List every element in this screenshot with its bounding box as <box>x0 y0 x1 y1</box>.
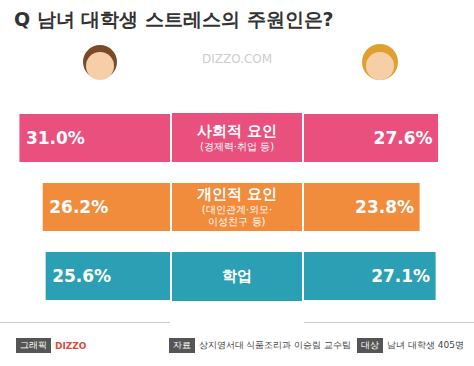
svg-text:27.6%: 27.6% <box>374 128 433 148</box>
svg-text:26.2%: 26.2% <box>49 197 108 217</box>
svg-text:23.8%: 23.8% <box>355 197 414 217</box>
html-text:자료: 자료 <box>172 340 191 350</box>
html-text:남녀 대학생 405명: 남녀 대학생 405명 <box>387 340 464 350</box>
html-text:학업: 학업 <box>222 267 252 286</box>
html-text:상지영서대 식품조리과 이승림 교수팀: 상지영서대 식품조리과 이승림 교수팀 <box>198 340 352 350</box>
html-text:대상: 대상 <box>361 340 380 350</box>
html-text:DIZZO.COM: DIZZO.COM <box>201 52 273 66</box>
html-text:사회적 요인: 사회적 요인 <box>196 121 278 140</box>
html-text:Q 남녀 대학생 스트레스의 주원인은?: Q 남녀 대학생 스트레스의 주원인은? <box>14 8 334 30</box>
html-text:(대인관계·외모· 이성친구 등): (대인관계·외모· 이성친구 등) <box>201 204 273 228</box>
html-text:DIZZO: DIZZO <box>55 340 87 351</box>
html-text:(경제력·취업 등): (경제력·취업 등) <box>199 140 275 152</box>
html-text:개인적 요인: 개인적 요인 <box>196 185 278 204</box>
html-text:그래픽: 그래픽 <box>20 340 47 350</box>
svg-text:25.6%: 25.6% <box>52 266 111 286</box>
svg-text:31.0%: 31.0% <box>26 128 85 148</box>
svg-text:27.1%: 27.1% <box>371 266 430 286</box>
